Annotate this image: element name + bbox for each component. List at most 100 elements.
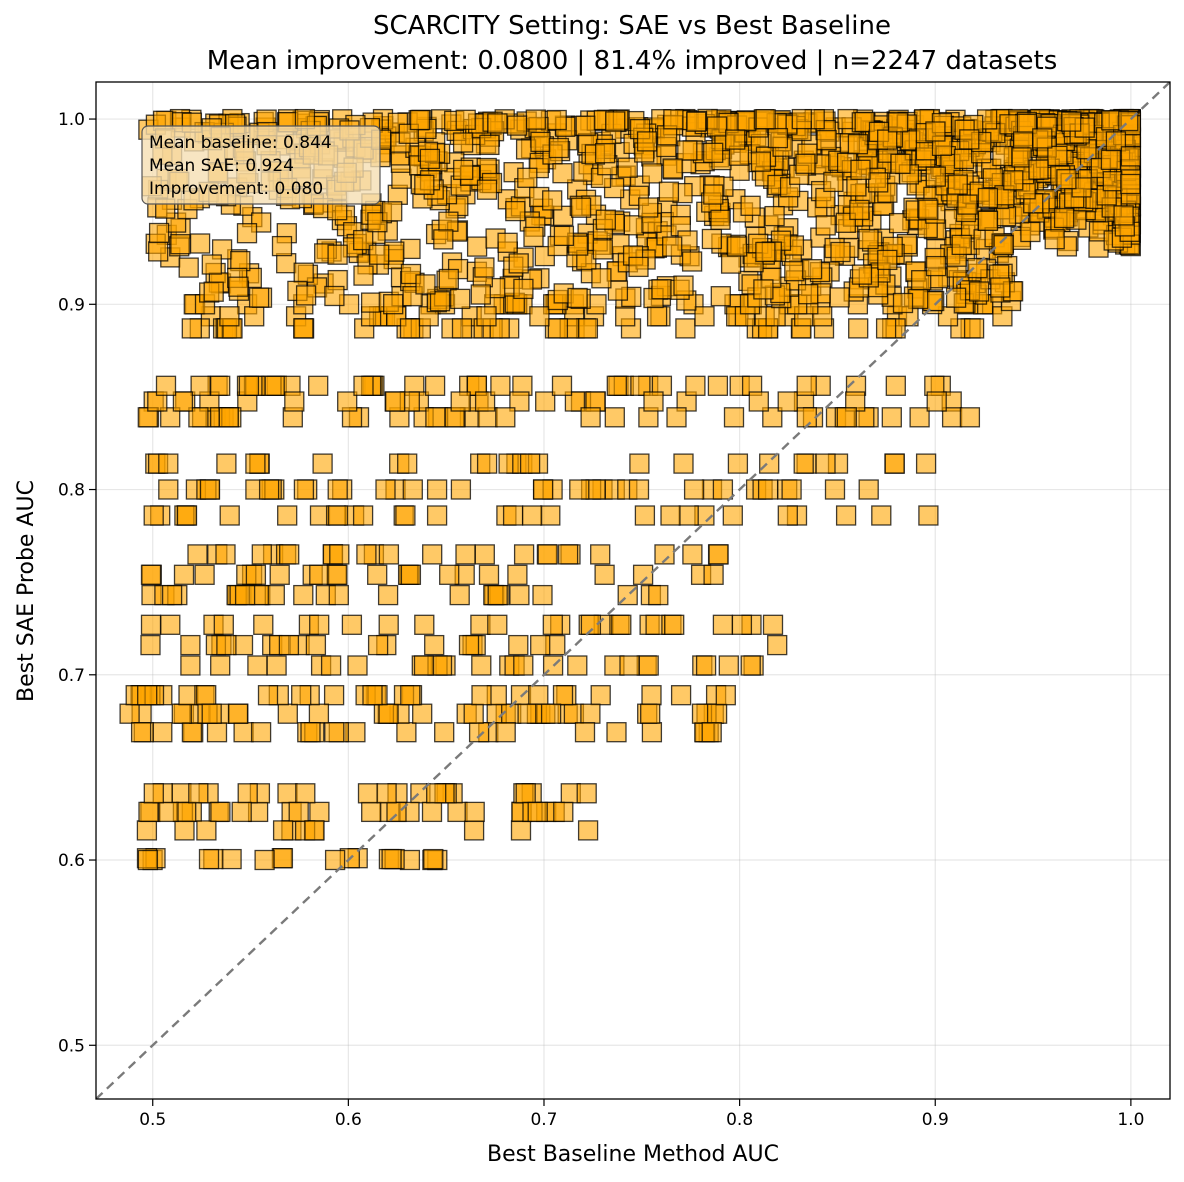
scatter-point bbox=[247, 655, 268, 676]
scatter-point bbox=[464, 801, 485, 823]
scatter-point bbox=[877, 129, 898, 150]
scatter-point bbox=[977, 187, 999, 209]
scatter-point bbox=[881, 407, 902, 428]
scatter-point bbox=[755, 109, 776, 130]
scatter-point bbox=[329, 544, 350, 565]
scatter-point bbox=[515, 783, 536, 804]
scatter-point bbox=[993, 235, 1014, 256]
scatter-point bbox=[490, 375, 511, 396]
scatter-point bbox=[198, 848, 220, 870]
scatter-point bbox=[569, 479, 590, 500]
scatter-point bbox=[328, 584, 349, 606]
scatter-point bbox=[607, 280, 629, 301]
scatter-point bbox=[414, 174, 435, 196]
scatter-point bbox=[424, 375, 446, 396]
scatter-point bbox=[171, 783, 192, 804]
scatter-point bbox=[641, 722, 663, 743]
scatter-point bbox=[793, 453, 814, 474]
scatter-point bbox=[293, 479, 315, 500]
scatter-point bbox=[458, 634, 480, 656]
scatter-point bbox=[449, 584, 470, 606]
stats-improvement: Improvement: 0.080 bbox=[149, 179, 323, 199]
scatter-point bbox=[781, 479, 802, 500]
scatter-point bbox=[673, 453, 694, 474]
scatter-point bbox=[140, 634, 161, 656]
scatter-point bbox=[530, 131, 551, 153]
scatter-point bbox=[450, 391, 471, 412]
scatter-point bbox=[564, 391, 586, 412]
scatter-point bbox=[629, 453, 650, 474]
scatter-point bbox=[765, 306, 786, 327]
stats-mean-sae: Mean SAE: 0.924 bbox=[149, 156, 294, 176]
scatter-point bbox=[158, 479, 179, 500]
scatter-point bbox=[506, 115, 528, 136]
scatter-point bbox=[215, 544, 236, 565]
scatter-point bbox=[228, 276, 249, 297]
scatter-point bbox=[236, 223, 258, 244]
scatter-point bbox=[727, 453, 749, 474]
scatter-point bbox=[466, 236, 488, 257]
stats-box-frame bbox=[141, 125, 381, 205]
scatter-point bbox=[1102, 171, 1123, 192]
scatter-point bbox=[385, 391, 406, 412]
scatter-point bbox=[194, 564, 215, 585]
scatter-point bbox=[1120, 146, 1142, 167]
scatter-point bbox=[1101, 110, 1122, 131]
x-tick-label: 0.6 bbox=[335, 1110, 362, 1130]
scatter-point bbox=[660, 505, 681, 526]
scatter-point bbox=[201, 254, 222, 275]
scatter-point bbox=[542, 190, 563, 211]
x-tick-label: 0.9 bbox=[922, 1110, 949, 1130]
scatter-point bbox=[703, 564, 724, 585]
scatter-points bbox=[119, 108, 1142, 871]
scatter-point bbox=[257, 685, 279, 706]
scatter-point bbox=[1003, 170, 1024, 191]
scatter-point bbox=[323, 685, 345, 706]
scatter-point bbox=[395, 505, 416, 526]
scatter-point bbox=[530, 634, 551, 656]
scatter-point bbox=[553, 801, 574, 823]
scatter-point bbox=[300, 722, 321, 743]
scatter-point bbox=[415, 274, 436, 295]
scatter-point bbox=[590, 544, 611, 565]
scatter-point bbox=[476, 179, 498, 200]
scatter-point bbox=[628, 256, 649, 278]
scatter-point bbox=[424, 634, 445, 656]
scatter-point bbox=[487, 614, 508, 635]
scatter-point bbox=[967, 257, 988, 279]
scatter-point bbox=[527, 801, 548, 823]
scatter-point bbox=[309, 564, 330, 585]
scatter-point bbox=[1113, 205, 1134, 226]
scatter-point bbox=[706, 116, 728, 137]
scatter-point bbox=[507, 564, 528, 585]
scatter-point bbox=[304, 820, 325, 841]
scatter-point bbox=[630, 375, 651, 396]
scatter-point bbox=[140, 614, 162, 635]
scatter-point bbox=[525, 109, 546, 130]
scatter-point bbox=[497, 232, 518, 253]
y-tick-label: 0.9 bbox=[58, 295, 85, 315]
scatter-point bbox=[353, 265, 374, 286]
scatter-point bbox=[471, 655, 492, 676]
scatter-point bbox=[750, 151, 772, 172]
scatter-point bbox=[172, 391, 194, 412]
scatter-point bbox=[892, 292, 914, 314]
scatter-point bbox=[347, 655, 368, 676]
y-tick-label: 1.0 bbox=[58, 110, 85, 130]
scatter-point bbox=[474, 544, 495, 565]
scatter-point bbox=[438, 268, 459, 290]
scatter-point bbox=[245, 564, 267, 585]
scatter-point bbox=[505, 200, 526, 222]
scatter-point bbox=[487, 113, 508, 134]
scatter-point bbox=[288, 801, 309, 823]
scatter-point bbox=[623, 215, 644, 236]
y-tick-label: 0.7 bbox=[58, 666, 85, 686]
scatter-point bbox=[548, 137, 569, 159]
scatter-point bbox=[399, 318, 421, 339]
scatter-point bbox=[632, 564, 654, 585]
scatter-point bbox=[308, 703, 330, 724]
scatter-point bbox=[137, 849, 159, 871]
scatter-point bbox=[947, 174, 968, 195]
scatter-point bbox=[757, 479, 779, 500]
